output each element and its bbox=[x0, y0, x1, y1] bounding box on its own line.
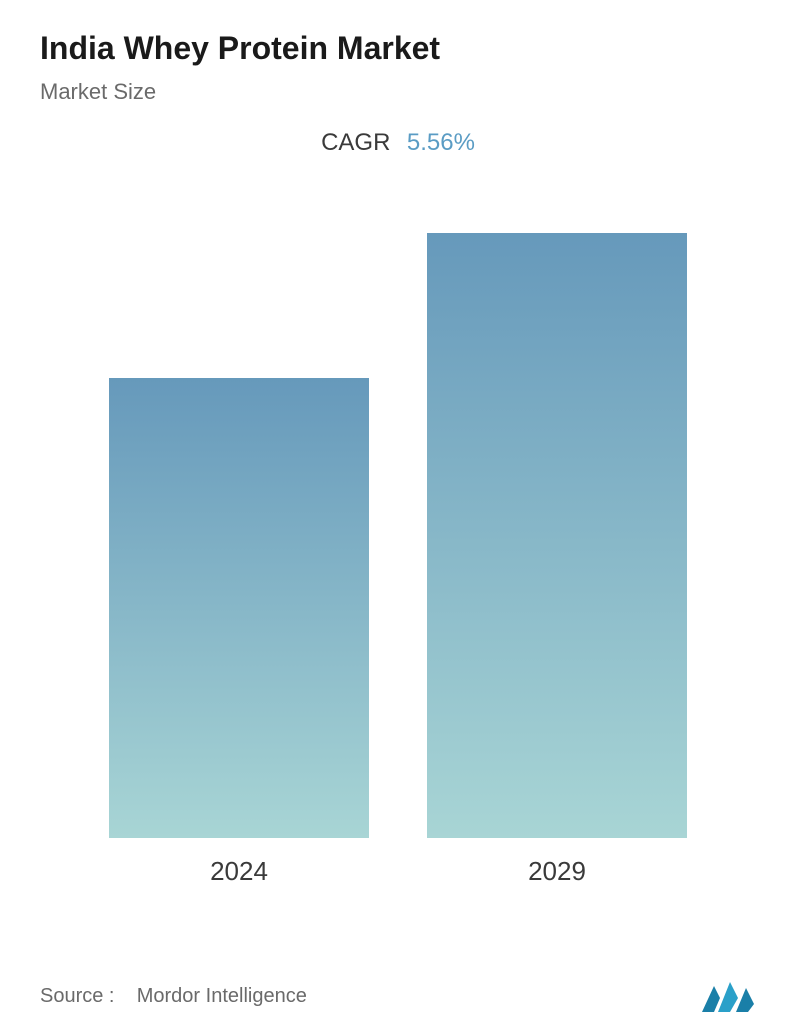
bar-group-0: 2024 bbox=[109, 378, 369, 887]
source-name: Mordor Intelligence bbox=[137, 985, 307, 1007]
bar-0 bbox=[109, 378, 369, 838]
bar-label-1: 2029 bbox=[528, 856, 586, 887]
mordor-logo-icon bbox=[700, 978, 756, 1014]
chart-subtitle: Market Size bbox=[40, 79, 756, 105]
bar-1 bbox=[427, 233, 687, 838]
source-label: Source : bbox=[40, 985, 114, 1007]
bar-group-1: 2029 bbox=[427, 233, 687, 887]
chart-title: India Whey Protein Market bbox=[40, 30, 756, 67]
footer: Source : Mordor Intelligence bbox=[40, 978, 756, 1014]
bar-chart: 2024 2029 bbox=[40, 207, 756, 887]
bar-label-0: 2024 bbox=[210, 856, 268, 887]
cagr-value: 5.56% bbox=[407, 129, 475, 156]
cagr-row: CAGR 5.56% bbox=[40, 129, 756, 157]
cagr-label: CAGR bbox=[321, 129, 390, 156]
source-text: Source : Mordor Intelligence bbox=[40, 985, 307, 1008]
